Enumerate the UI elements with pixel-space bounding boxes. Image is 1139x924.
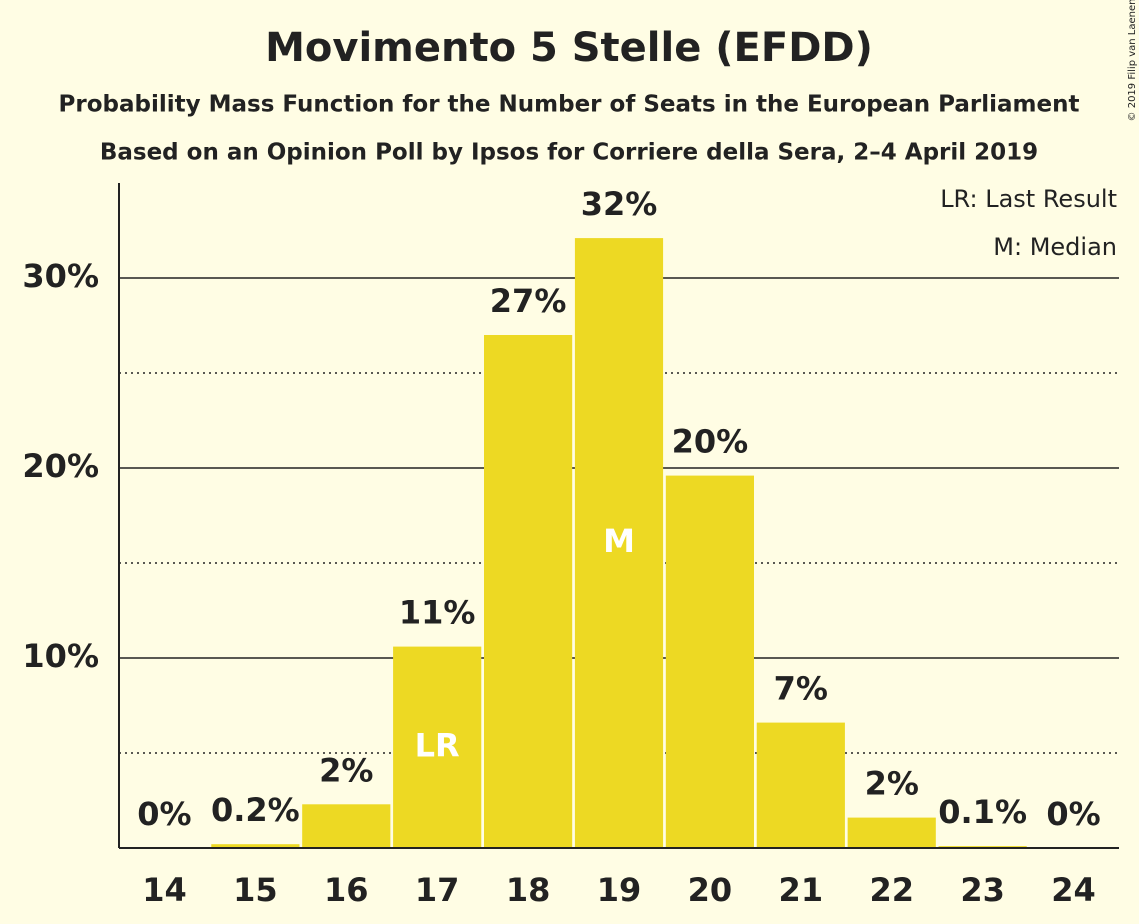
y-tick-label: 20% — [22, 447, 99, 485]
value-label: 2% — [865, 765, 919, 803]
x-tick-label: 21 — [779, 871, 824, 909]
x-tick-label: 24 — [1051, 871, 1096, 909]
x-tick-label: 20 — [688, 871, 733, 909]
value-label: 11% — [399, 594, 476, 632]
x-tick-label: 16 — [324, 871, 369, 909]
bar — [302, 804, 391, 848]
bar — [574, 238, 664, 849]
value-label: 20% — [672, 423, 749, 461]
value-label: 0.1% — [938, 793, 1027, 831]
value-label: 0% — [1046, 795, 1100, 833]
x-tick-label: 23 — [960, 871, 1005, 909]
y-tick-label: 30% — [22, 257, 99, 295]
value-label: 27% — [490, 282, 567, 320]
value-label: 32% — [581, 185, 658, 223]
chart-subtitle: Based on an Opinion Poll by Ipsos for Co… — [100, 140, 1038, 166]
chart-title: Movimento 5 Stelle (EFDD) — [265, 25, 873, 71]
value-label: 2% — [319, 751, 373, 789]
value-label: 0% — [137, 795, 191, 833]
bar — [847, 817, 936, 848]
bar-annotation: LR — [415, 726, 460, 764]
x-tick-label: 22 — [869, 871, 914, 909]
x-tick-label: 15 — [233, 871, 278, 909]
x-tick-label: 14 — [142, 871, 187, 909]
bar-annotation: M — [603, 522, 635, 560]
bar — [393, 646, 482, 848]
bar — [756, 722, 845, 848]
bar — [484, 335, 573, 848]
value-label: 0.2% — [211, 791, 300, 829]
bar — [665, 475, 754, 848]
copyright: © 2019 Filip van Laenen — [1127, 0, 1138, 121]
chart-subtitle: Probability Mass Function for the Number… — [59, 92, 1080, 118]
value-label: 7% — [774, 670, 828, 708]
x-tick-label: 18 — [506, 871, 551, 909]
y-tick-label: 10% — [22, 637, 99, 675]
legend-entry: LR: Last Result — [940, 185, 1117, 213]
x-tick-label: 17 — [415, 871, 460, 909]
x-tick-label: 19 — [597, 871, 642, 909]
bar — [211, 844, 300, 848]
legend-entry: M: Median — [993, 233, 1117, 261]
